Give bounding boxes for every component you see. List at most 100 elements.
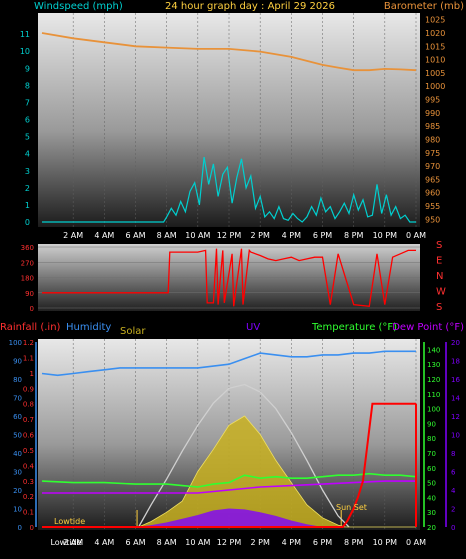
y-tick-label: 975	[425, 149, 440, 158]
y-tick-label: 0	[25, 218, 30, 227]
y-tick-label: 8	[451, 450, 455, 458]
y-tick-label: 6	[25, 116, 30, 125]
lowtide-label: Lowtide	[54, 517, 85, 526]
x-tick-label: 4 PM	[282, 538, 301, 547]
dewpoint-label: Dew Point (°F)	[392, 322, 464, 333]
y-tick-label: 1.2	[23, 339, 34, 347]
y-tick-label: 990	[425, 109, 440, 118]
y-tick-label: 18	[451, 358, 460, 366]
y-tick-label: 10	[20, 47, 30, 56]
dewpoint-line	[42, 480, 416, 494]
x-tick-label: 8 PM	[344, 538, 363, 547]
y-tick-label: 140	[427, 346, 440, 354]
y-tick-label: 11	[20, 30, 30, 39]
y-tick-label: 16	[451, 376, 460, 384]
wind-direction-line	[42, 248, 416, 308]
x-tick-label: 8 AM	[157, 231, 177, 240]
y-tick-label: 9	[25, 64, 30, 73]
y-tick-label: 30	[13, 469, 22, 477]
y-tick-label: 70	[13, 395, 22, 403]
x-tick-label: 6 AM	[125, 231, 145, 240]
y-tick-label: 2	[451, 506, 455, 514]
y-tick-label: 0	[30, 524, 34, 532]
y-tick-label: 80	[13, 376, 22, 384]
x-tick-label: 4 AM	[94, 231, 114, 240]
y-tick-label: 0.2	[23, 493, 34, 501]
x-tick-label: 2 AM	[63, 538, 83, 547]
y-tick-label: 0.3	[23, 478, 34, 486]
y-tick-label: 4	[451, 487, 456, 495]
x-tick-label: 4 PM	[282, 231, 301, 240]
x-tick-label: 12 PM	[217, 231, 242, 240]
y-tick-label: 1025	[425, 16, 445, 25]
x-tick-label: 8 PM	[344, 231, 363, 240]
y-tick-label: 1.1	[23, 354, 34, 362]
y-tick-label: 50	[13, 432, 22, 440]
windspeed-line	[42, 157, 416, 223]
solar-area	[42, 415, 416, 528]
barometer-line	[41, 32, 417, 72]
x-tick-label: 10 AM	[185, 538, 210, 547]
y-tick-label: 20	[451, 339, 460, 347]
y-tick-label: 7	[25, 98, 30, 107]
y-tick-label: 960	[425, 189, 440, 198]
uv-label: UV	[246, 322, 260, 333]
y-tick-label: 0.6	[23, 432, 35, 440]
y-tick-label: 1	[30, 370, 34, 378]
y-tick-label: 8	[25, 81, 30, 90]
y-tick-label: 955	[425, 202, 440, 211]
y-tick-label: 0.5	[23, 447, 34, 455]
y-tick-label: 995	[425, 96, 440, 105]
y-tick-label: 90	[427, 420, 436, 428]
x-tick-label: 0 AM	[406, 231, 426, 240]
y-tick-label: 0	[18, 524, 22, 532]
y-tick-label: 100	[427, 406, 440, 414]
y-tick-label: 0.8	[23, 401, 34, 409]
y-tick-label: 3	[25, 167, 30, 176]
x-tick-label: 6 PM	[313, 538, 332, 547]
uv-area	[42, 508, 416, 527]
humidity-line	[41, 350, 416, 377]
y-tick-label: 1	[25, 201, 30, 210]
x-tick-label: 2 AM	[63, 231, 83, 240]
windspeed-label: Windspeed (mph)	[34, 1, 123, 12]
rainfall-label: Rainfall (.in)	[0, 322, 61, 333]
y-tick-label: 4	[25, 150, 30, 159]
y-tick-label: 20	[13, 487, 22, 495]
x-tick-label: 8 AM	[157, 538, 177, 547]
x-tick-label: 10 PM	[373, 231, 398, 240]
rainfall-line	[42, 402, 416, 528]
temperature-label: Temperature (°F)	[311, 322, 397, 333]
compass-label: S	[436, 302, 442, 313]
y-tick-label: 985	[425, 122, 440, 131]
humidity-label: Humidity	[66, 322, 111, 333]
compass-label: W	[436, 287, 446, 298]
barometer-label: Barometer (mb)	[384, 1, 464, 12]
y-tick-label: 0	[30, 305, 34, 313]
compass-label: N	[436, 271, 443, 282]
y-tick-label: 980	[425, 135, 440, 144]
y-tick-label: 120	[427, 376, 440, 384]
y-tick-label: 2	[25, 184, 30, 193]
y-tick-label: 180	[21, 275, 34, 283]
y-tick-label: 0.1	[23, 509, 34, 517]
y-tick-label: 950	[425, 215, 440, 224]
y-tick-label: 20	[427, 524, 436, 532]
y-tick-label: 270	[21, 259, 34, 267]
y-tick-label: 30	[427, 509, 436, 517]
x-tick-label: 6 PM	[313, 231, 332, 240]
y-tick-label: 970	[425, 162, 440, 171]
y-tick-label: 40	[13, 450, 22, 458]
y-tick-label: 0	[451, 524, 455, 532]
x-tick-label: 2 PM	[250, 538, 269, 547]
y-tick-label: 6	[451, 469, 456, 477]
y-tick-label: 90	[13, 358, 22, 366]
solar-max-curve	[138, 383, 350, 528]
y-tick-label: 12	[451, 413, 460, 421]
x-tick-label: 0 AM	[406, 538, 426, 547]
y-tick-label: 130	[427, 361, 440, 369]
y-tick-label: 14	[451, 395, 460, 403]
y-tick-label: 1000	[425, 82, 445, 91]
x-tick-label: 10 AM	[185, 231, 210, 240]
